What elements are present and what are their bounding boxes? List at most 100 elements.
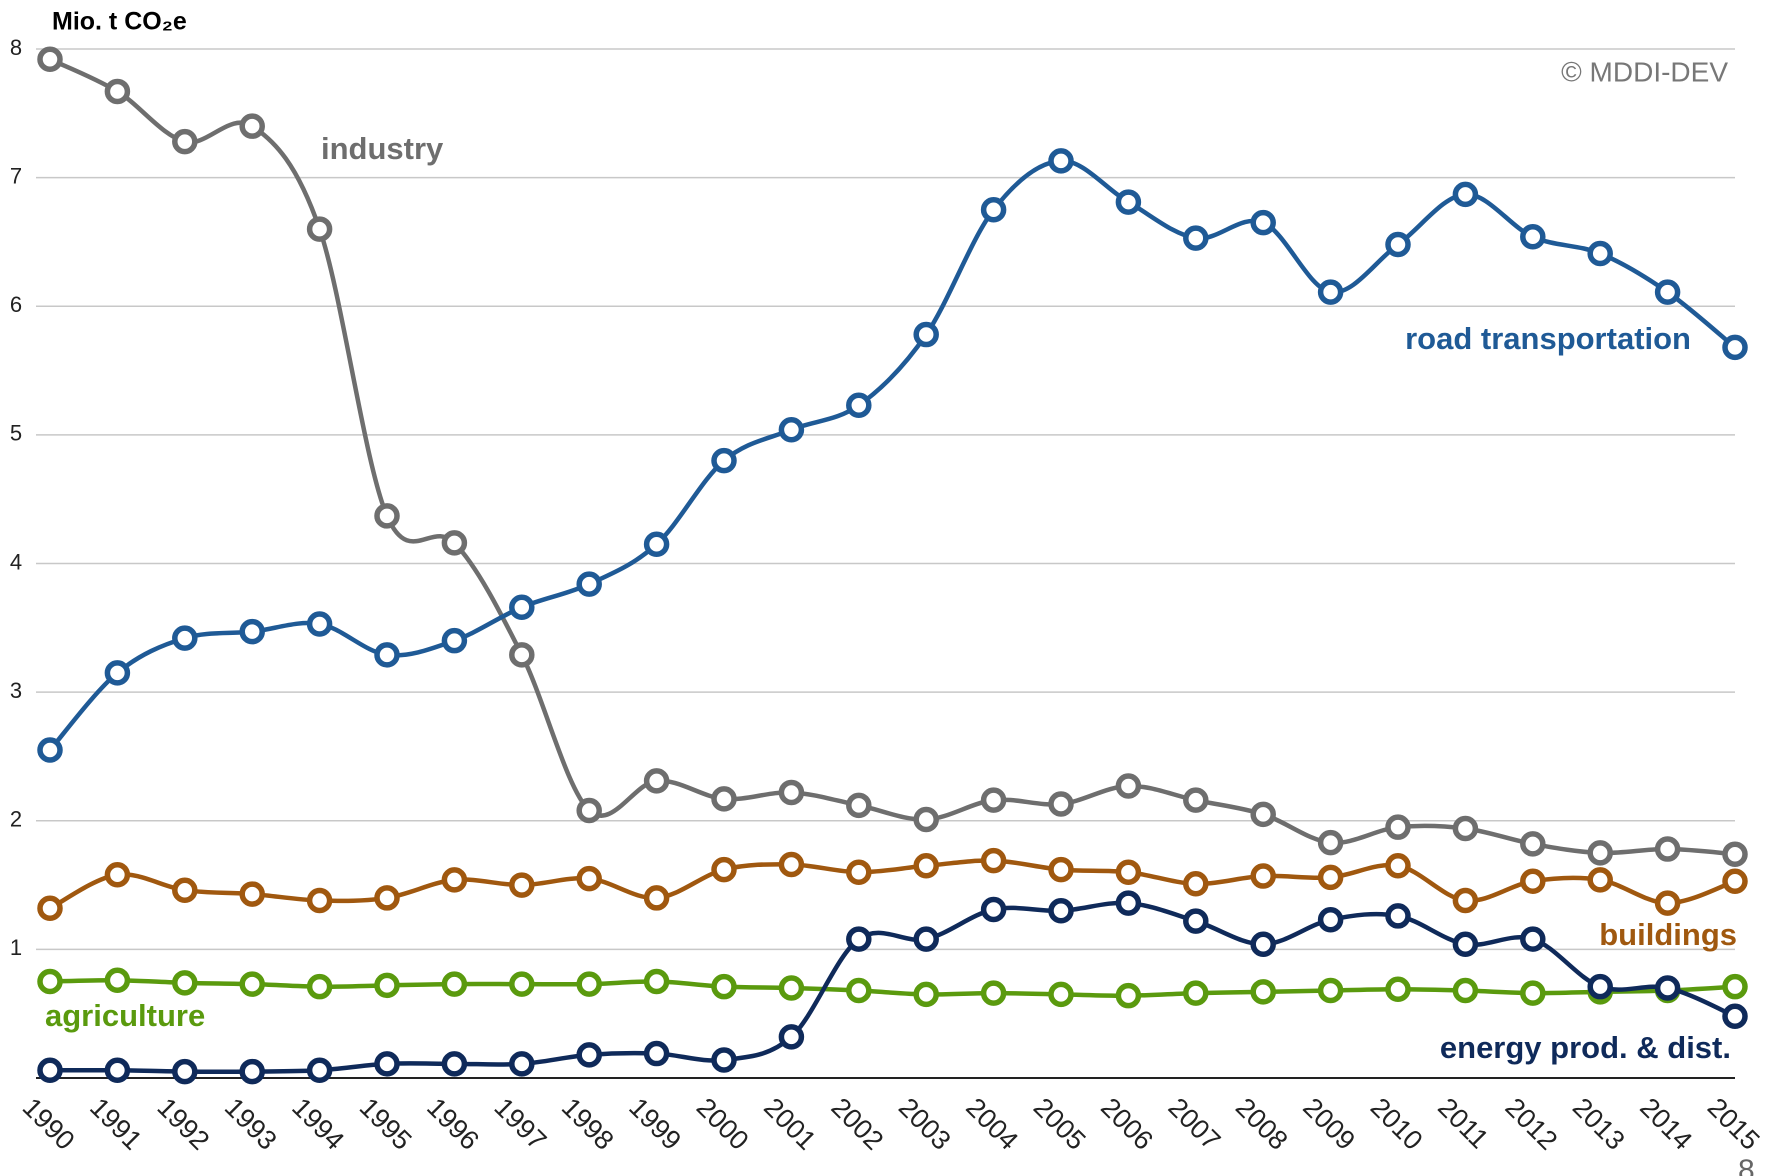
data-point [1385,814,1411,840]
x-tick-label: 2002 [826,1092,890,1156]
x-tick-label: 1995 [354,1092,418,1156]
x-tick-label: 2009 [1297,1092,1361,1156]
data-point [1520,926,1546,952]
x-tick-label: 2000 [691,1092,755,1156]
x-tick-label: 2003 [893,1092,957,1156]
data-point [643,885,670,911]
data-point [1587,973,1613,1000]
data-point [576,1042,602,1068]
data-point [374,1051,400,1077]
source-note: © MDDI-DEV [1561,56,1728,87]
series-label: agriculture [45,998,205,1033]
x-tick-label: 1991 [84,1092,148,1156]
data-point [576,971,602,997]
x-tick-label: 2005 [1028,1092,1092,1156]
data-point [1115,890,1142,916]
data-point [1115,189,1142,215]
data-point [1317,977,1344,1004]
y-tick-label: 6 [10,292,22,317]
data-point [172,1058,198,1085]
data-point [509,971,535,997]
data-point [1654,279,1681,305]
data-point [509,642,535,668]
data-point [1115,982,1142,1009]
data-point [778,416,805,443]
data-point [711,973,737,1000]
data-point [441,1051,468,1077]
x-tick-label: 1990 [17,1092,81,1156]
data-point [846,977,872,1004]
data-point [104,967,131,993]
series-label: road transportation [1405,321,1691,356]
data-point [441,627,468,654]
data-point [104,660,131,686]
data-point [576,797,602,824]
x-tick-label: 2007 [1163,1092,1227,1156]
data-point [1385,903,1411,929]
x-tick-label: 2008 [1230,1092,1294,1156]
data-point [239,971,265,997]
data-point [980,847,1007,874]
data-point [441,971,468,997]
data-point [172,877,198,903]
series-line [48,858,1736,911]
data-point [778,851,805,878]
x-tick-label: 1993 [219,1092,283,1156]
data-point [643,1040,670,1067]
data-point [374,972,400,999]
data-point [1048,791,1074,817]
page-number: 8 [1738,1154,1755,1176]
y-tick-label: 3 [10,678,22,703]
data-point [1452,887,1479,914]
data-point [778,975,805,1001]
x-tick-label: 1997 [489,1092,553,1156]
x-tick-label: 1999 [623,1092,687,1156]
data-point [306,216,333,242]
x-tick-label: 2010 [1365,1092,1429,1156]
data-point [1115,773,1142,799]
series-label: energy prod. & dist. [1440,1030,1731,1065]
x-tick-label: 1996 [421,1092,485,1156]
data-point [239,881,265,907]
data-point [846,859,872,885]
data-point [778,779,805,806]
data-point [1183,871,1209,897]
series-line [49,57,1736,857]
data-point [913,321,939,348]
data-point [1520,980,1546,1006]
data-point [1654,890,1681,916]
data-point [913,853,939,879]
data-point [509,872,535,898]
data-point [1385,231,1411,258]
x-tick-label: 1998 [556,1092,620,1156]
data-point [1587,240,1613,267]
data-point [980,896,1007,923]
x-tick-label: 1994 [286,1092,350,1156]
data-point [104,862,131,888]
data-point [37,895,63,921]
series-line [49,977,1736,998]
y-tick-label: 5 [10,421,22,446]
data-point [509,1051,535,1077]
y-tick-label: 8 [10,35,22,60]
data-point [37,46,63,73]
series-label: buildings [1599,917,1737,952]
data-point [1317,829,1344,856]
data-point [846,926,872,952]
data-point [441,530,468,556]
data-point [1520,224,1546,250]
data-point [306,973,333,1000]
data-point [1520,831,1546,857]
data-point [374,642,400,668]
x-tick-label: 2001 [758,1092,822,1156]
data-point [1452,815,1479,842]
x-tick-label: 2006 [1095,1092,1159,1156]
data-point [1317,279,1344,305]
data-point [1317,864,1344,891]
data-point [239,113,265,139]
data-point [778,1024,805,1050]
data-point [711,447,737,474]
data-point [1250,209,1276,236]
data-point [576,571,602,597]
